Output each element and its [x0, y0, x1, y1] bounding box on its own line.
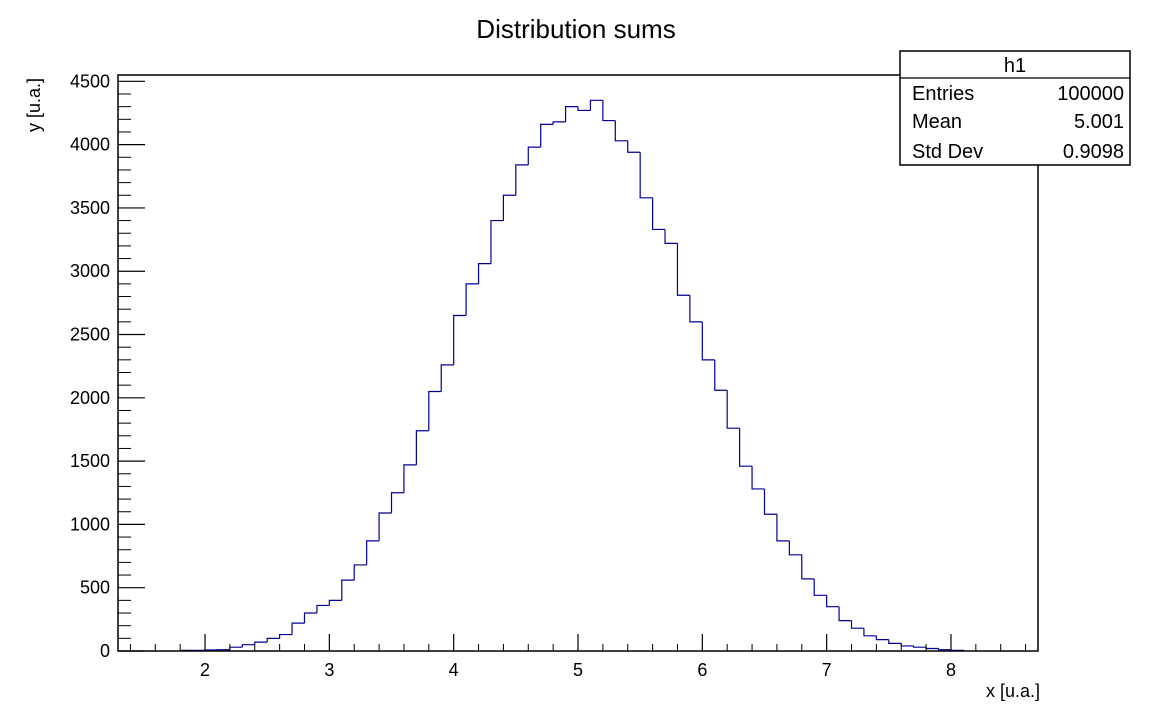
histogram-bin — [353, 564, 367, 581]
y-tick-label: 1500 — [70, 451, 110, 471]
histogram-bin — [540, 123, 554, 148]
stats-entries-value: 100000 — [1057, 83, 1124, 105]
stats-stddev-label: Std Dev — [912, 141, 983, 163]
histogram-bin — [552, 121, 566, 125]
y-tick-label: 4500 — [70, 71, 110, 91]
histogram-bin — [241, 644, 255, 648]
y-tick-label: 3000 — [70, 261, 110, 281]
histogram-bin — [515, 164, 529, 196]
histogram-bin — [341, 579, 355, 601]
histogram-bin — [589, 99, 603, 111]
y-tick-label: 2500 — [70, 325, 110, 345]
histogram-bin — [627, 140, 641, 153]
histogram-bin — [763, 488, 777, 515]
histogram-bin — [689, 295, 703, 323]
stats-box-title: h1 — [1004, 55, 1026, 77]
y-tick-label: 2000 — [70, 388, 110, 408]
x-tick-label: 4 — [449, 660, 459, 680]
histogram-bin — [813, 578, 827, 596]
y-tick-label: 3500 — [70, 198, 110, 218]
histogram-bin — [564, 106, 578, 122]
x-tick-label: 3 — [324, 660, 334, 680]
histogram-bin — [403, 464, 417, 493]
histogram-bin — [726, 390, 740, 429]
stats-mean-value: 5.001 — [1074, 111, 1124, 133]
histogram-bin — [776, 514, 790, 542]
y-tick-label: 1000 — [70, 514, 110, 534]
histogram-bin — [639, 152, 653, 199]
histogram-bin — [477, 263, 491, 284]
x-tick-label: 6 — [697, 660, 707, 680]
histogram-bin — [788, 540, 802, 556]
histogram-bin — [527, 146, 541, 165]
y-tick-label: 500 — [80, 578, 110, 598]
histogram-bin — [303, 612, 317, 624]
histogram-bin — [614, 120, 628, 142]
histogram-bin — [415, 430, 429, 465]
histogram-bin — [490, 219, 504, 264]
plot-area: 2 3 4 5 6 7 8 0 500 1000 1500 2000 2500 3000 3500 4000 4… — [70, 71, 1039, 680]
histogram-bin — [266, 637, 280, 643]
stats-stddev-value: 0.9098 — [1063, 141, 1124, 163]
histogram-bin — [875, 635, 889, 641]
histogram-bin — [838, 606, 852, 622]
y-tick-label: 4000 — [70, 135, 110, 155]
y-tick-label: 0 — [100, 641, 110, 661]
histogram-bin — [739, 428, 753, 467]
histogram-bin — [664, 229, 678, 244]
histogram-bin — [291, 622, 305, 635]
histogram-bin — [676, 243, 690, 296]
histogram-bin — [913, 645, 927, 648]
histogram-bin — [888, 639, 902, 644]
histogram-bin — [328, 599, 342, 606]
x-axis-label: x [u.a.] — [986, 681, 1040, 701]
stats-mean-label: Mean — [912, 111, 962, 133]
x-tick-label: 5 — [573, 660, 583, 680]
x-tick-label: 2 — [200, 660, 210, 680]
histogram-bin — [863, 628, 877, 637]
histogram-bin — [801, 554, 815, 580]
histogram-bin — [826, 595, 840, 608]
histogram-bin — [390, 492, 404, 514]
x-tick-label: 8 — [946, 660, 956, 680]
histogram-bin — [577, 106, 591, 112]
chart-title: Distribution sums — [476, 14, 675, 44]
histogram-bin — [279, 633, 293, 639]
histogram-bin — [254, 641, 268, 645]
histogram-bin — [502, 194, 516, 221]
histogram-bin — [366, 540, 380, 565]
histogram-bin — [465, 283, 479, 316]
histogram-bin — [651, 197, 666, 231]
x-tick-label: 7 — [822, 660, 832, 680]
stats-box-frame — [899, 50, 1131, 166]
stats-box: h1 Entries 100000 Mean 5.001 Std Dev 0.9… — [899, 50, 1131, 166]
histogram-bin — [602, 100, 616, 122]
histogram-bin — [714, 359, 728, 391]
histogram-bin — [378, 512, 392, 541]
histogram-bin — [440, 364, 454, 392]
histogram-bin — [701, 321, 715, 361]
y-axis-label: y [u.a.] — [24, 78, 44, 132]
histogram-bin — [937, 648, 951, 651]
histogram-bin — [453, 314, 467, 365]
histogram-bin — [316, 604, 330, 614]
stats-entries-label: Entries — [912, 83, 974, 105]
histogram-bin — [850, 620, 864, 629]
histogram-bin — [428, 390, 442, 431]
histogram-bin — [751, 466, 765, 490]
